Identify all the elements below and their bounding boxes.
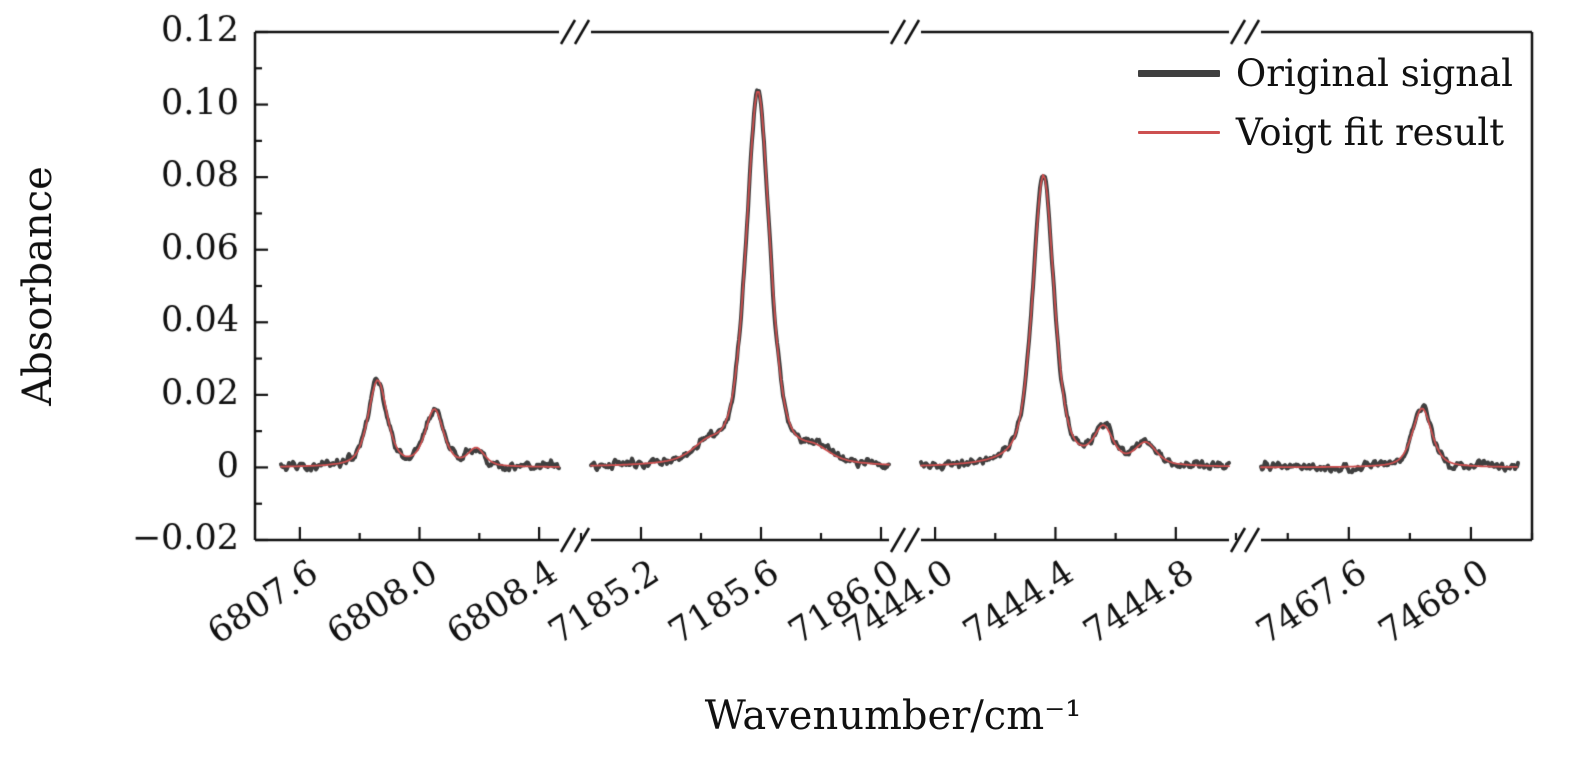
legend-item-original-signal: Original signal — [1137, 52, 1513, 95]
y-axis-title: Absorbance — [15, 166, 61, 406]
legend-item-voigt-fit: Voigt fit result — [1137, 111, 1513, 154]
x-axis-title: Wavenumber/cm⁻¹ — [704, 693, 1082, 739]
legend-label-original-signal: Original signal — [1235, 52, 1513, 95]
voigt-fit-line-swatch — [1137, 130, 1220, 135]
original-signal-line-swatch — [1137, 70, 1220, 77]
legend-label-voigt-fit: Voigt fit result — [1235, 111, 1505, 154]
legend: Original signal Voigt fit result — [1137, 52, 1513, 154]
